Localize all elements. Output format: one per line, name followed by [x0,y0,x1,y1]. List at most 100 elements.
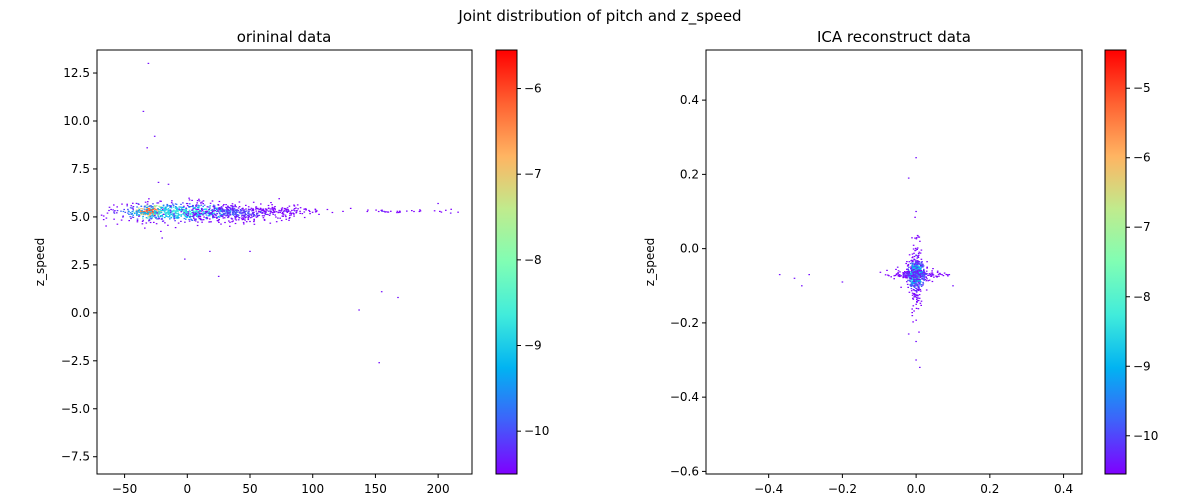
right-heatmap-cell [918,270,921,272]
left-heatmap-cell [288,217,291,219]
left-heatmap-cell [155,216,158,218]
left-outlier-point [378,362,380,364]
right-heatmap-cell [916,284,918,286]
right-heatmap-cell [916,255,919,257]
right-heatmap-cell [921,275,924,277]
left-heatmap-cell [152,212,154,214]
left-heatmap-cell [272,208,274,210]
left-heatmap-cell [216,217,218,219]
left-heatmap-cell [169,211,172,213]
right-heatmap-cell [905,276,908,278]
left-heatmap-cell [331,211,334,214]
left-outlier-point [249,250,251,252]
left-heatmap-cell [187,211,190,213]
left-heatmap-cell [295,211,298,213]
left-heatmap-cell [145,208,148,211]
left-heatmap-cell [163,211,166,213]
left-heatmap-cell [237,209,240,211]
right-heatmap-cell [920,249,923,251]
left-heatmap-cell [112,209,114,211]
left-heatmap-cell [218,211,220,213]
left-heatmap-cell [242,218,245,220]
left-heatmap-cell [177,208,179,210]
right-heatmap-cell [910,266,912,268]
left-heatmap-cell [161,218,164,220]
left-heatmap-cell [186,215,189,217]
left-heatmap-cell [114,210,116,212]
left-heatmap-cell [132,206,135,208]
left-heatmap-cell [148,216,150,218]
right-heatmap-cell [919,273,921,275]
left-heatmap-cell [213,208,215,210]
left-heatmap-cell [256,207,259,209]
right-heatmap-cell [912,262,915,264]
left-outlier-point [397,296,399,299]
right-heatmap-cell [915,266,917,268]
left-heatmap-cell [108,209,110,212]
left-heatmap-cell [236,211,239,213]
left-heatmap-cell [188,199,191,201]
right-heatmap-cell [912,274,914,276]
left-heatmap-cell [152,206,154,208]
right-heatmap-cell [913,258,915,260]
right-heatmap-cell [920,267,922,269]
right-heatmap-cell [915,319,917,321]
right-y-tick-label: −0.2 [670,316,699,330]
left-heatmap-cell [243,215,245,217]
left-heatmap-cell [255,210,258,212]
left-heatmap-cell [137,210,139,212]
right-x-tick-label: 0.0 [907,482,926,496]
left-heatmap-cell [182,210,185,212]
left-heatmap-cell [247,213,250,215]
right-heatmap-cell [915,237,918,239]
left-heatmap-cell [136,213,138,215]
right-heatmap-cell [912,265,914,267]
left-heatmap-cell [270,210,273,212]
left-heatmap-cell [158,213,160,215]
right-heatmap-cell [914,268,916,270]
right-heatmap-cell [923,277,925,279]
left-heatmap-cell [213,216,216,218]
right-heatmap-cell [922,281,924,283]
right-heatmap-cell [917,286,920,288]
left-heatmap-cell [136,211,139,213]
left-heatmap-cell [167,213,169,215]
left-heatmap-cell [149,214,151,216]
left-heatmap-cell [231,208,234,210]
left-heatmap-cell [208,215,211,217]
left-heatmap-cell [223,217,226,219]
right-heatmap-cell [920,264,922,267]
left-heatmap-cell [141,212,143,214]
left-heatmap-cell [200,212,203,214]
left-heatmap-cell [273,211,275,213]
left-heatmap-cell [105,225,107,227]
left-x-tick-label: 0 [183,482,191,496]
left-heatmap-cell [213,205,216,207]
left-heatmap-cell [293,205,296,207]
left-heatmap-cell [240,211,242,213]
left-outlier-point [209,250,211,252]
left-heatmap-cell [296,204,299,206]
left-heatmap-cell [209,207,211,209]
left-heatmap-cell [148,219,151,221]
right-heatmap-cell [908,273,911,275]
left-heatmap-cell [170,202,173,204]
right-heatmap-cell [899,271,901,273]
left-heatmap-cell [256,216,259,218]
left-heatmap-cell [222,209,225,212]
left-heatmap-cell [283,207,286,210]
left-heatmap-cell [155,217,157,219]
left-heatmap-cell [244,214,246,216]
left-heatmap-cell [223,210,226,213]
left-heatmap-cell [289,216,291,219]
left-heatmap-cell [154,216,156,218]
left-heatmap-cell [174,211,177,213]
left-heatmap-cell [213,206,215,208]
left-heatmap-cell [285,216,287,218]
left-heatmap-cell [151,209,154,211]
left-heatmap-cell [281,215,284,217]
right-heatmap-cell [916,289,919,291]
left-heatmap-cell [227,216,230,218]
left-heatmap-cell [144,201,147,203]
left-heatmap-cell [116,206,118,208]
